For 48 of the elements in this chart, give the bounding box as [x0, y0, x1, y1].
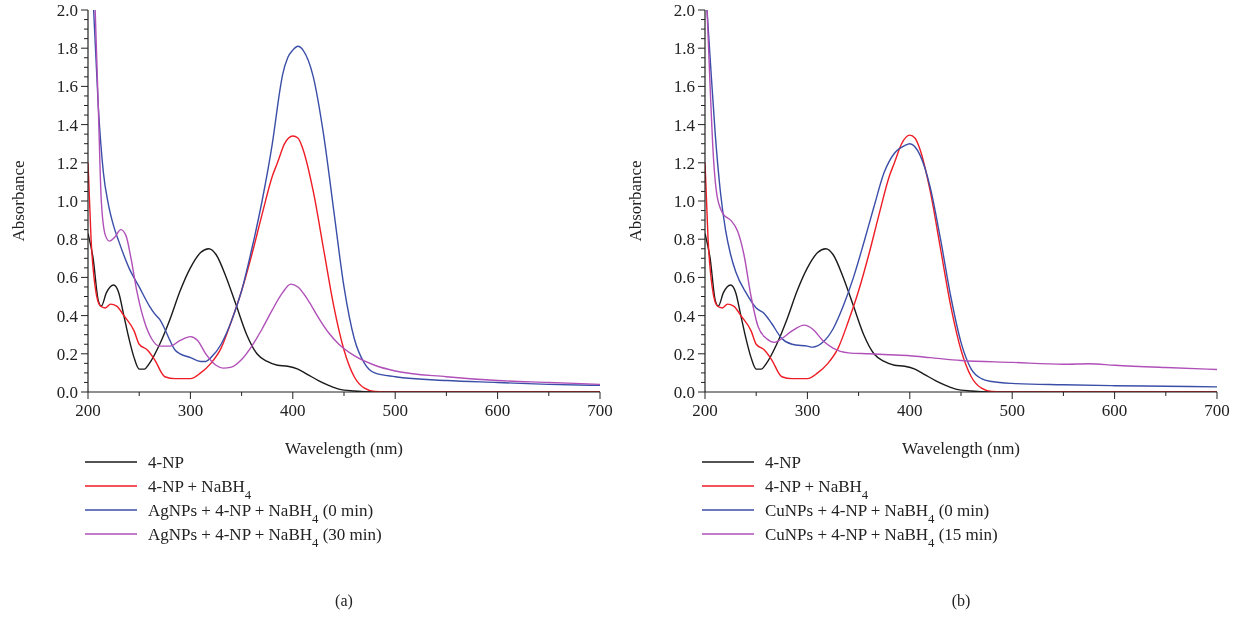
legend-label: CuNPs + 4-NP + NaBH$_{4}$ (0 min) — [765, 500, 990, 526]
y-tick-label: 1.8 — [56, 39, 78, 59]
x-tick-label: 700 — [587, 401, 613, 420]
y-tick-label: 0.6 — [56, 268, 78, 288]
y-tick-label: 0.8 — [56, 230, 78, 250]
y-tick-label: 1.2 — [673, 153, 695, 173]
text: (b) — [951, 592, 971, 610]
x-tick-label: 500 — [382, 401, 408, 420]
y-tick-label: 0.0 — [673, 382, 695, 402]
y-tick-label: 1.2 — [56, 153, 78, 173]
y-tick-label: 0.6 — [673, 268, 695, 288]
x-tick-label: 200 — [75, 401, 101, 420]
y-tick-label: 2.0 — [673, 0, 695, 20]
x-tick-label: 700 — [1204, 401, 1230, 420]
y-tick-label: 2.0 — [56, 0, 78, 20]
y-tick-label: 0.2 — [56, 344, 78, 364]
x-tick-label: 400 — [897, 401, 923, 420]
y-axis-title: Absorbance — [626, 160, 645, 242]
legend-label: AgNPs + 4-NP + NaBH$_{4}$ (30 min) — [148, 524, 382, 550]
y-axis-title: Absorbance — [9, 160, 28, 242]
y-tick-label: 1.0 — [673, 191, 695, 211]
y-tick-label: 0.4 — [56, 306, 79, 326]
legend-label: 4-NP + NaBH$_{4}$ — [765, 476, 869, 502]
x-axis-title: Wavelength (nm) — [284, 439, 404, 458]
x-tick-label: 400 — [280, 401, 306, 420]
y-tick-label: 0.0 — [56, 382, 78, 402]
y-tick-label: 1.6 — [56, 77, 78, 97]
x-tick-label: 300 — [794, 401, 821, 420]
legend-label: 4-NP — [765, 452, 801, 472]
x-tick-label: 500 — [999, 401, 1025, 420]
x-tick-label: 200 — [692, 401, 718, 420]
y-tick-label: 1.6 — [673, 77, 695, 97]
x-tick-label: 600 — [1101, 401, 1128, 420]
y-tick-label: 0.2 — [673, 344, 695, 364]
y-tick-label: 0.8 — [673, 230, 695, 250]
legend-label: 4-NP + NaBH$_{4}$ — [148, 476, 252, 502]
legend-label: CuNPs + 4-NP + NaBH$_{4}$ (15 min) — [765, 524, 998, 550]
text: (a) — [335, 592, 353, 610]
y-tick-label: 1.4 — [56, 115, 79, 135]
y-tick-label: 0.4 — [673, 306, 696, 326]
x-tick-label: 300 — [177, 401, 204, 420]
x-tick-label: 600 — [484, 401, 511, 420]
legend-label: AgNPs + 4-NP + NaBH$_{4}$ (0 min) — [148, 500, 374, 526]
y-tick-label: 1.4 — [673, 115, 696, 135]
y-tick-label: 1.0 — [56, 191, 78, 211]
legend-label: 4-NP — [148, 452, 184, 472]
y-tick-label: 1.8 — [673, 39, 695, 59]
x-axis-title: Wavelength (nm) — [901, 439, 1021, 458]
